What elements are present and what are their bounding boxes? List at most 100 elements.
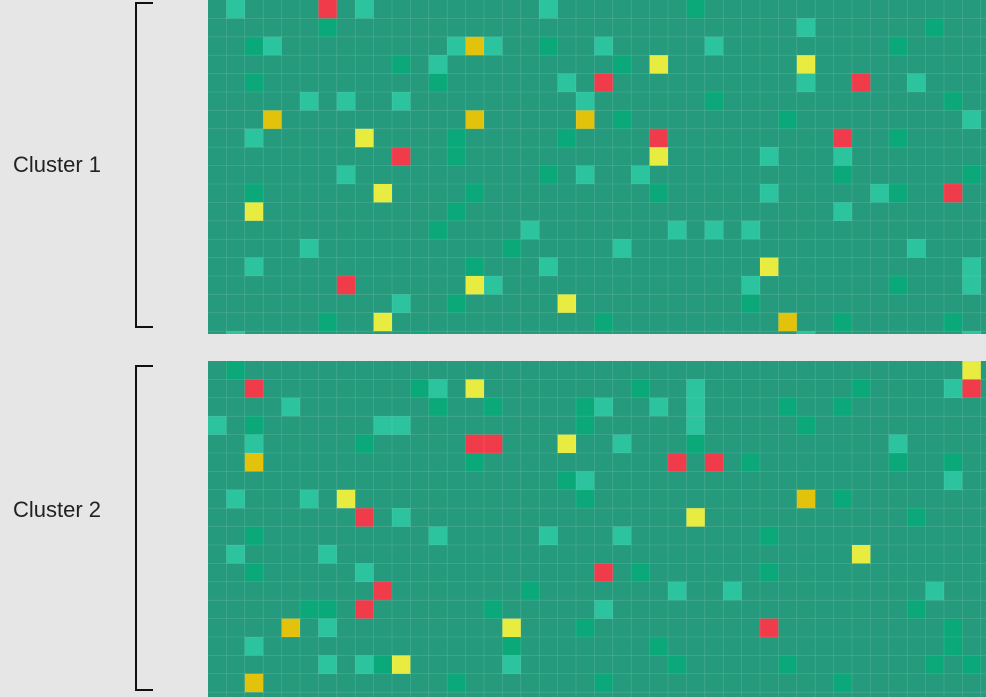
heatmap-cell (760, 184, 779, 203)
heatmap-cell (428, 526, 448, 545)
heatmap-cell (686, 508, 705, 527)
heatmap-cell (944, 453, 963, 472)
heatmap-cell (686, 416, 705, 435)
heatmap-cell (428, 220, 448, 240)
heatmap-cell (465, 110, 484, 129)
heatmap-cell (539, 165, 558, 184)
heatmap-cell (557, 294, 576, 313)
heatmap-cell (870, 184, 889, 203)
cluster-2-group: Cluster 2 (0, 361, 986, 697)
heatmap-cell (244, 526, 264, 545)
heatmap-cell (447, 36, 466, 56)
heatmap-cell (778, 397, 797, 417)
heatmap-cell (281, 397, 300, 417)
heatmap-cell (410, 331, 429, 334)
heatmap-cell (318, 600, 337, 619)
heatmap-cell (502, 637, 521, 656)
heatmap-cell (244, 202, 264, 221)
heatmap-cell (833, 397, 852, 417)
heatmap-cell (557, 128, 576, 148)
heatmap-cell (925, 18, 944, 37)
heatmap-cell (392, 416, 411, 435)
heatmap-cell (502, 618, 521, 637)
heatmap-cell (962, 655, 981, 674)
heatmap-cell (355, 655, 374, 674)
heatmap-cell (907, 73, 926, 92)
heatmap-cell (594, 397, 613, 417)
heatmap-cell (962, 257, 981, 276)
heatmap-cell (300, 92, 319, 111)
heatmap-cell (833, 312, 852, 332)
heatmap-cell (244, 73, 264, 92)
heatmap-cell (833, 489, 852, 509)
heatmap-cell (852, 73, 871, 92)
heatmap-cell (447, 147, 466, 166)
heatmap-cell (944, 92, 963, 111)
heatmap-cell (944, 379, 963, 398)
heatmap-cell (576, 397, 595, 417)
heatmap-cell (300, 489, 319, 509)
heatmap-cell (888, 453, 908, 472)
heatmap-cell (723, 581, 742, 601)
heatmap-cell (925, 655, 944, 674)
heatmap-cell (244, 128, 264, 148)
heatmap-cell (612, 110, 632, 129)
heatmap-cell (263, 110, 282, 129)
heatmap-cell (392, 55, 411, 74)
heatmap-cell (465, 276, 484, 295)
heatmap-cell (576, 489, 595, 509)
heatmap-cell (668, 655, 687, 674)
heatmap-cell (502, 655, 521, 674)
heatmap-cell (465, 434, 484, 453)
cluster-2-heatmap-svg (208, 361, 986, 697)
heatmap-cell (244, 434, 264, 453)
heatmap-cell (576, 92, 595, 111)
heatmap-cell (576, 416, 595, 435)
heatmap-cell (649, 637, 668, 656)
heatmap-cell (300, 239, 319, 258)
heatmap-cell (465, 36, 484, 56)
heatmap-cell (226, 489, 245, 509)
heatmap-cell (484, 397, 503, 417)
heatmap-cell (962, 331, 981, 334)
heatmap-cell (484, 600, 503, 619)
heatmap-cell (318, 545, 337, 564)
heatmap-cell (539, 257, 558, 276)
heatmap-cell (668, 581, 687, 601)
heatmap-cell (355, 128, 374, 148)
heatmap-cell (741, 276, 760, 295)
heatmap-cell (594, 673, 613, 693)
heatmap-cell (318, 18, 337, 37)
heatmap-cell (428, 55, 448, 74)
heatmap-cell (888, 36, 908, 56)
heatmap-cell (373, 416, 392, 435)
heatmap-cell (649, 55, 668, 74)
heatmap-cell (244, 36, 264, 56)
heatmap-cell (778, 110, 797, 129)
heatmap-cell (962, 165, 981, 184)
heatmap-cell (888, 434, 908, 453)
cluster-2-bracket (135, 365, 153, 691)
heatmap-cell (244, 637, 264, 656)
heatmap-cell (612, 239, 632, 258)
heatmap-cell (244, 673, 264, 693)
heatmap-cell (907, 600, 926, 619)
heatmap-cell (373, 312, 392, 332)
heatmap-cell (502, 239, 521, 258)
heatmap-cell (318, 312, 337, 332)
heatmap-cell (336, 165, 356, 184)
cluster-2-heatmap (208, 361, 986, 697)
heatmap-cell (686, 434, 705, 453)
heatmap-cell (318, 655, 337, 674)
heatmap-background (208, 361, 986, 697)
heatmap-cell (833, 128, 852, 148)
heatmap-cell (447, 128, 466, 148)
heatmap-cell (392, 92, 411, 111)
heatmap-cell (557, 434, 576, 453)
cluster-1-group: Cluster 1 (0, 0, 986, 334)
heatmap-cell (392, 508, 411, 527)
heatmap-cell (741, 220, 760, 240)
heatmap-cell (796, 331, 816, 334)
heatmap-cell (226, 545, 245, 564)
heatmap-cell (944, 312, 963, 332)
